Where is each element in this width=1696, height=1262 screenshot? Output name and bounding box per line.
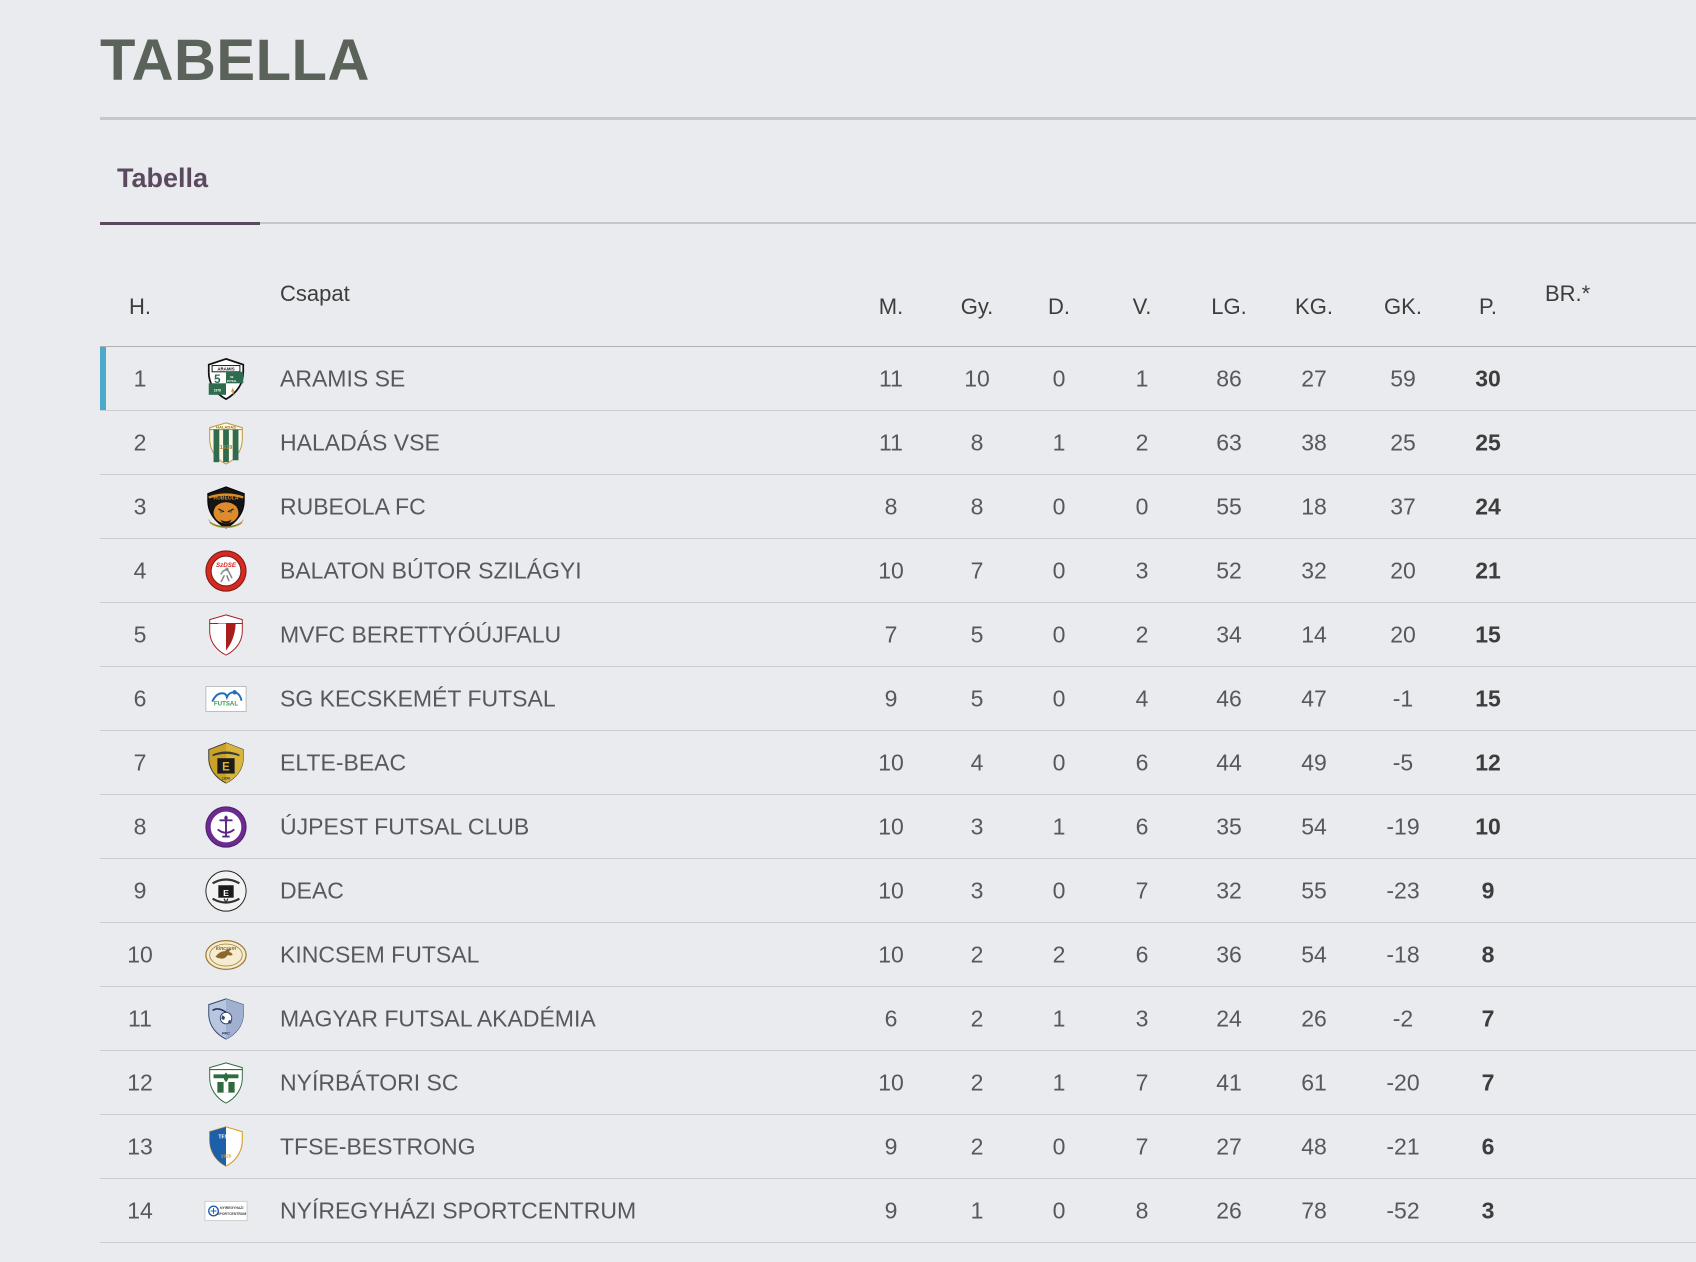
svg-text:HALADAS: HALADAS: [216, 424, 236, 429]
svg-text:kincsem: kincsem: [216, 946, 237, 952]
svg-text:E: E: [222, 761, 230, 773]
svg-text:NYIREGYHAZI: NYIREGYHAZI: [220, 1206, 244, 1210]
svg-text:ARAMIS: ARAMIS: [217, 366, 234, 371]
svg-text:RFC: RFC: [222, 1031, 230, 1035]
svg-text:1978: 1978: [214, 388, 221, 392]
svg-text:5: 5: [214, 373, 221, 385]
svg-text:E: E: [223, 887, 229, 897]
svg-text:FUTSAL: FUTSAL: [227, 379, 237, 382]
svg-text:1925: 1925: [221, 1153, 232, 1159]
svg-text:TFSE: TFSE: [218, 1134, 232, 1140]
svg-text:RUBEOLA: RUBEOLA: [213, 495, 238, 501]
svg-text:FUTSAL: FUTSAL: [214, 700, 238, 707]
svg-text:SE: SE: [230, 376, 234, 379]
svg-text:SPORTCENTRUM: SPORTCENTRUM: [217, 1211, 246, 1215]
svg-text:1896: 1896: [222, 776, 231, 780]
svg-text:1919: 1919: [220, 444, 233, 450]
